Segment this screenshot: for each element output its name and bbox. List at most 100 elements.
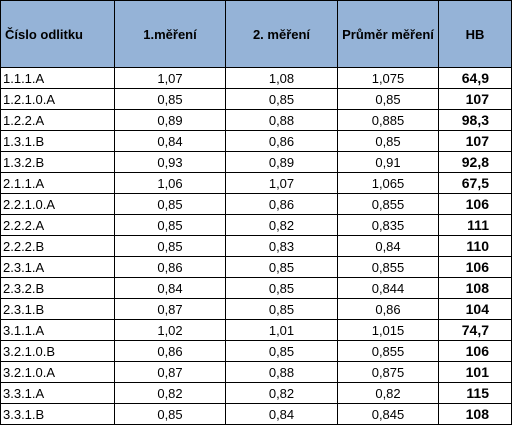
cell-measurement-1: 0,87	[114, 361, 226, 383]
cell-measurement-2: 0,88	[225, 361, 338, 383]
cell-casting-number: 1.2.2.A	[0, 109, 115, 131]
cell-casting-number: 2.3.2.B	[0, 277, 115, 299]
header-average: Průměr měření	[337, 0, 439, 68]
cell-measurement-2: 0,83	[225, 235, 338, 257]
cell-casting-number: 3.1.1.A	[0, 319, 115, 341]
cell-average: 0,84	[337, 235, 439, 257]
cell-hb: 67,5	[438, 172, 512, 194]
cell-hb: 108	[438, 277, 512, 299]
cell-average: 0,85	[337, 88, 439, 110]
cell-measurement-2: 0,85	[225, 256, 338, 278]
cell-casting-number: 3.3.1.A	[0, 382, 115, 404]
cell-hb: 110	[438, 235, 512, 257]
cell-hb: 64,9	[438, 67, 512, 89]
cell-measurement-2: 0,85	[225, 340, 338, 362]
cell-measurement-1: 0,84	[114, 277, 226, 299]
cell-hb: 108	[438, 403, 512, 425]
table-row: 1.2.1.0.A 0,85 0,85 0,85 107	[0, 88, 512, 110]
cell-hb: 107	[438, 88, 512, 110]
table-row: 3.2.1.0.B 0,86 0,85 0,855 106	[0, 340, 512, 362]
cell-casting-number: 1.2.1.0.A	[0, 88, 115, 110]
table-row: 1.3.2.B 0,93 0,89 0,91 92,8	[0, 151, 512, 173]
table-row: 3.1.1.A 1,02 1,01 1,015 74,7	[0, 319, 512, 341]
cell-measurement-1: 0,85	[114, 403, 226, 425]
table-row: 1.1.1.A 1,07 1,08 1,075 64,9	[0, 67, 512, 89]
cell-measurement-1: 1,06	[114, 172, 226, 194]
cell-casting-number: 2.2.1.0.A	[0, 193, 115, 215]
cell-measurement-1: 0,84	[114, 130, 226, 152]
cell-average: 0,855	[337, 193, 439, 215]
cell-hb: 107	[438, 130, 512, 152]
cell-average: 0,875	[337, 361, 439, 383]
header-hb: HB	[438, 0, 512, 68]
table-row: 3.3.1.B 0,85 0,84 0,845 108	[0, 403, 512, 425]
table-header: Číslo odlitku 1.měření 2. měření Průměr …	[0, 0, 512, 68]
table-row: 1.3.1.B 0,84 0,86 0,85 107	[0, 130, 512, 152]
cell-casting-number: 2.3.1.A	[0, 256, 115, 278]
cell-casting-number: 3.2.1.0.B	[0, 340, 115, 362]
cell-measurement-1: 0,87	[114, 298, 226, 320]
cell-hb: 92,8	[438, 151, 512, 173]
cell-measurement-2: 0,86	[225, 130, 338, 152]
table-row: 2.3.1.A 0,86 0,85 0,855 106	[0, 256, 512, 278]
cell-average: 0,82	[337, 382, 439, 404]
cell-casting-number: 2.2.2.A	[0, 214, 115, 236]
cell-average: 0,855	[337, 256, 439, 278]
cell-measurement-1: 0,86	[114, 256, 226, 278]
cell-measurement-2: 0,89	[225, 151, 338, 173]
cell-measurement-2: 0,85	[225, 88, 338, 110]
cell-measurement-1: 0,85	[114, 88, 226, 110]
table-row: 1.2.2.A 0,89 0,88 0,885 98,3	[0, 109, 512, 131]
header-casting-number: Číslo odlitku	[0, 0, 115, 68]
table-row: 2.2.1.0.A 0,85 0,86 0,855 106	[0, 193, 512, 215]
cell-hb: 106	[438, 256, 512, 278]
cell-casting-number: 1.3.2.B	[0, 151, 115, 173]
table-row: 2.3.2.B 0,84 0,85 0,844 108	[0, 277, 512, 299]
cell-measurement-2: 1,07	[225, 172, 338, 194]
cell-casting-number: 2.1.1.A	[0, 172, 115, 194]
table-row: 3.2.1.0.A 0,87 0,88 0,875 101	[0, 361, 512, 383]
cell-measurement-1: 0,85	[114, 193, 226, 215]
cell-measurement-1: 0,85	[114, 214, 226, 236]
cell-average: 1,065	[337, 172, 439, 194]
cell-hb: 101	[438, 361, 512, 383]
header-measurement-2: 2. měření	[225, 0, 338, 68]
cell-average: 0,91	[337, 151, 439, 173]
cell-average: 0,885	[337, 109, 439, 131]
table-body: 1.1.1.A 1,07 1,08 1,075 64,9 1.2.1.0.A 0,85 0,8…	[0, 67, 512, 425]
cell-average: 1,015	[337, 319, 439, 341]
cell-measurement-2: 0,82	[225, 214, 338, 236]
cell-hb: 74,7	[438, 319, 512, 341]
cell-measurement-1: 1,07	[114, 67, 226, 89]
cell-casting-number: 3.3.1.B	[0, 403, 115, 425]
cell-measurement-2: 0,85	[225, 298, 338, 320]
cell-hb: 111	[438, 214, 512, 236]
cell-casting-number: 2.3.1.B	[0, 298, 115, 320]
table-row: 3.3.1.A 0,82 0,82 0,82 115	[0, 382, 512, 404]
cell-casting-number: 1.3.1.B	[0, 130, 115, 152]
cell-measurement-1: 0,86	[114, 340, 226, 362]
cell-casting-number: 3.2.1.0.A	[0, 361, 115, 383]
cell-average: 0,835	[337, 214, 439, 236]
cell-hb: 115	[438, 382, 512, 404]
table-row: 2.1.1.A 1,06 1,07 1,065 67,5	[0, 172, 512, 194]
cell-hb: 106	[438, 193, 512, 215]
cell-hb: 106	[438, 340, 512, 362]
cell-measurement-2: 0,84	[225, 403, 338, 425]
cell-casting-number: 2.2.2.B	[0, 235, 115, 257]
cell-measurement-1: 0,89	[114, 109, 226, 131]
table-row: 2.2.2.B 0,85 0,83 0,84 110	[0, 235, 512, 257]
cell-measurement-2: 0,88	[225, 109, 338, 131]
cell-measurement-2: 0,82	[225, 382, 338, 404]
cell-measurement-1: 0,93	[114, 151, 226, 173]
cell-measurement-2: 1,01	[225, 319, 338, 341]
cell-hb: 104	[438, 298, 512, 320]
cell-measurement-1: 0,85	[114, 235, 226, 257]
cell-casting-number: 1.1.1.A	[0, 67, 115, 89]
cell-measurement-2: 1,08	[225, 67, 338, 89]
header-row: Číslo odlitku 1.měření 2. měření Průměr …	[0, 0, 512, 68]
cell-average: 0,855	[337, 340, 439, 362]
cell-average: 1,075	[337, 67, 439, 89]
cell-measurement-1: 1,02	[114, 319, 226, 341]
